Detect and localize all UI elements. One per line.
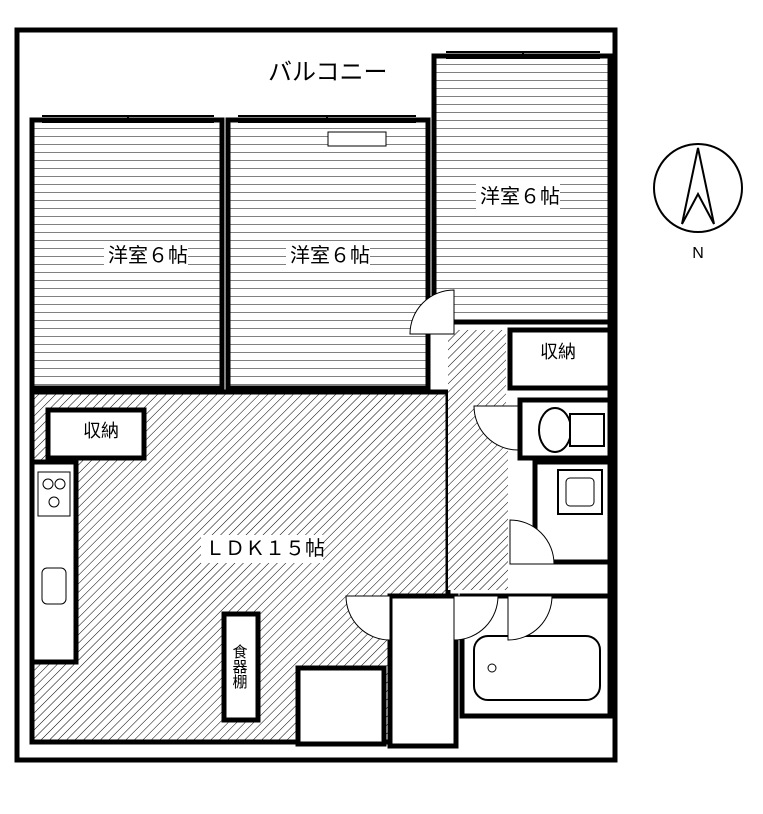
label-ldk: ＬＤＫ１５帖	[205, 537, 325, 560]
ac-unit	[328, 132, 386, 146]
label-balcony: バルコニー	[268, 59, 388, 86]
kitchen-sink	[42, 568, 66, 604]
toilet-tank	[570, 414, 604, 446]
toilet-bowl	[539, 408, 571, 452]
label-room_n: 洋室６帖	[290, 244, 370, 267]
compass-label: N	[692, 245, 704, 262]
room-corridor3	[390, 596, 456, 746]
label-closet_ne: 収納	[540, 342, 576, 362]
compass-circle	[654, 144, 742, 232]
wash-basin	[558, 470, 602, 514]
stove	[38, 472, 70, 516]
room-entry	[298, 668, 384, 744]
label-closet_w: 収納	[83, 421, 119, 441]
room-hall	[448, 330, 506, 410]
bathtub	[474, 636, 600, 700]
label-shelf: 食器棚	[231, 644, 248, 689]
label-room_nw: 洋室６帖	[108, 244, 188, 267]
label-room_ne: 洋室６帖	[480, 185, 560, 208]
